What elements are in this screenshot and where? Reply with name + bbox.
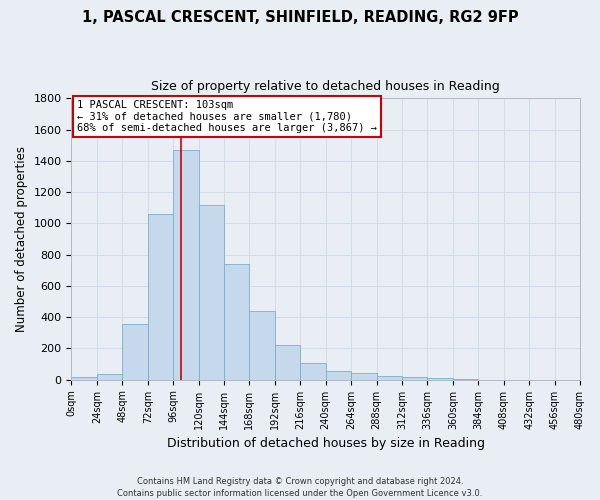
Bar xyxy=(250,311,275,380)
Bar xyxy=(326,371,351,380)
Bar xyxy=(173,150,199,380)
Bar xyxy=(377,376,402,380)
Bar xyxy=(199,204,224,380)
Y-axis label: Number of detached properties: Number of detached properties xyxy=(15,146,28,332)
Text: 1 PASCAL CRESCENT: 103sqm
← 31% of detached houses are smaller (1,780)
68% of se: 1 PASCAL CRESCENT: 103sqm ← 31% of detac… xyxy=(77,100,377,133)
Bar xyxy=(148,214,173,380)
Title: Size of property relative to detached houses in Reading: Size of property relative to detached ho… xyxy=(151,80,500,93)
X-axis label: Distribution of detached houses by size in Reading: Distribution of detached houses by size … xyxy=(167,437,485,450)
Text: 1, PASCAL CRESCENT, SHINFIELD, READING, RG2 9FP: 1, PASCAL CRESCENT, SHINFIELD, READING, … xyxy=(82,10,518,25)
Bar xyxy=(224,264,250,380)
Bar xyxy=(71,378,97,380)
Bar xyxy=(453,379,478,380)
Bar xyxy=(122,324,148,380)
Bar xyxy=(275,344,300,380)
Bar xyxy=(300,362,326,380)
Text: Contains HM Land Registry data © Crown copyright and database right 2024.
Contai: Contains HM Land Registry data © Crown c… xyxy=(118,476,482,498)
Bar xyxy=(97,374,122,380)
Bar xyxy=(402,378,427,380)
Bar xyxy=(427,378,453,380)
Bar xyxy=(351,372,377,380)
